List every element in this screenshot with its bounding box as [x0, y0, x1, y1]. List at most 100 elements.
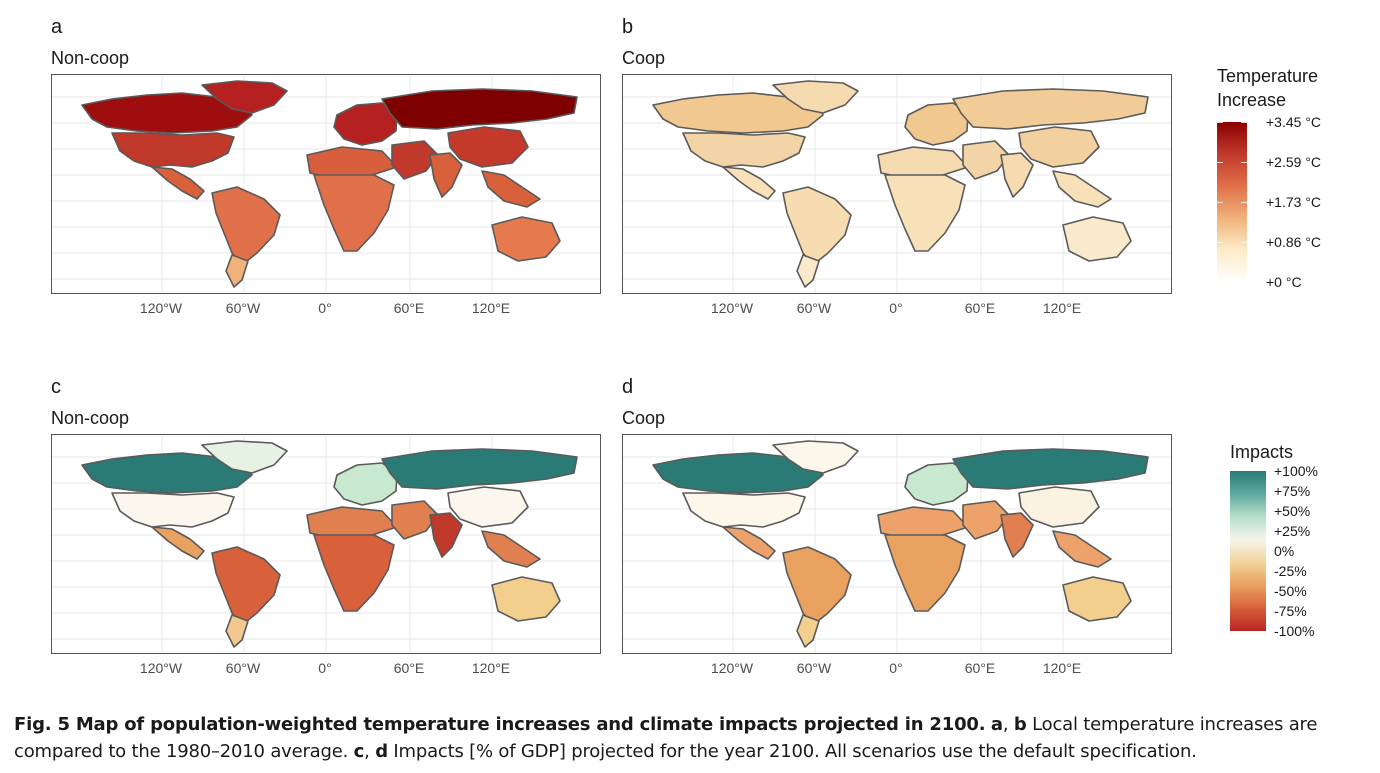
region-n-africa	[306, 146, 398, 180]
x-tick-label: 120°W	[139, 300, 183, 316]
x-tick-label: 120°E	[1042, 300, 1082, 316]
region-china	[447, 486, 529, 528]
region-usa	[111, 492, 235, 528]
region-australia	[1062, 576, 1132, 622]
region-s-cone	[796, 254, 820, 288]
region-russia	[381, 448, 578, 490]
region-canada	[81, 92, 253, 134]
region-russia	[381, 88, 578, 130]
region-africa	[884, 174, 966, 252]
x-tick-label: 60°W	[796, 300, 832, 316]
region-mexico	[722, 166, 776, 200]
figure-caption: Fig. 5 Map of population-weighted temper…	[14, 711, 1374, 765]
legend-tick	[1241, 162, 1247, 163]
region-canada	[652, 92, 824, 134]
legend-label: 0%	[1274, 543, 1295, 559]
legend-label: +0.86 °C	[1266, 234, 1322, 250]
region-india	[1000, 152, 1034, 198]
region-mexico	[722, 526, 776, 560]
region-greenland	[772, 440, 859, 474]
x-tick-label: 120°W	[710, 300, 754, 316]
x-tick-label: 120°W	[710, 660, 754, 676]
region-africa	[313, 534, 395, 612]
x-tick-label: 60°E	[393, 660, 425, 676]
region-se-asia	[481, 170, 541, 208]
x-tick-label: 0°	[889, 300, 903, 316]
region-greenland	[201, 440, 288, 474]
region-india	[429, 152, 463, 198]
x-tick-label: 120°E	[1042, 660, 1082, 676]
legend-label: +50%	[1274, 503, 1311, 519]
region-europe	[333, 462, 398, 506]
region-china	[1018, 486, 1100, 528]
x-tick-label: 120°E	[471, 660, 511, 676]
x-tick-label: 0°	[889, 660, 903, 676]
map-area	[622, 74, 1172, 294]
legend-label: +75%	[1274, 483, 1311, 499]
region-middle-east	[962, 500, 1010, 540]
region-se-asia	[1052, 530, 1112, 568]
region-india	[1000, 512, 1034, 558]
legend-label: +25%	[1274, 523, 1311, 539]
x-tick-label: 60°E	[964, 300, 996, 316]
panel-title: Non-coop	[51, 48, 130, 68]
legend-label: -50%	[1274, 583, 1307, 599]
panel-letter: d	[622, 376, 634, 398]
legend-label: +3.45 °C	[1266, 114, 1322, 130]
legend-title-line2: Increase	[1217, 90, 1287, 110]
map-area	[51, 74, 601, 294]
panel-letter: a	[51, 16, 63, 38]
caption-sep: ,	[364, 741, 376, 762]
caption-ref-c: c	[353, 741, 365, 762]
region-usa	[111, 132, 235, 168]
panel-title: Coop	[622, 48, 666, 68]
panel-title: Coop	[622, 408, 666, 428]
region-n-africa	[877, 146, 969, 180]
legend-tick	[1241, 122, 1247, 123]
region-canada	[652, 452, 824, 494]
legend-label: -25%	[1274, 563, 1307, 579]
legend-tick	[1217, 162, 1223, 163]
x-tick-label: 60°E	[393, 300, 425, 316]
region-europe	[904, 462, 969, 506]
legend-label: +0 °C	[1266, 274, 1302, 290]
region-middle-east	[391, 500, 439, 540]
caption-sep: ,	[1002, 714, 1014, 735]
region-s-cone	[225, 614, 249, 648]
world-map	[623, 435, 1171, 653]
region-south-america	[211, 546, 281, 626]
caption-fig-label: Fig. 5 Map of population-weighted temper…	[14, 714, 986, 735]
legend-tick	[1241, 202, 1247, 203]
region-usa	[682, 132, 806, 168]
region-africa	[313, 174, 395, 252]
region-usa	[682, 492, 806, 528]
legend-tick	[1217, 242, 1223, 243]
caption-text: Local temperature increases are compared…	[14, 714, 1318, 762]
world-map	[623, 75, 1171, 293]
caption-text: Impacts [% of GDP] projected for the yea…	[387, 741, 1197, 762]
x-tick-label: 60°W	[225, 660, 261, 676]
caption-ref-d: d	[375, 741, 388, 762]
region-australia	[491, 576, 561, 622]
region-india	[429, 512, 463, 558]
x-tick-label: 60°W	[225, 300, 261, 316]
region-se-asia	[481, 530, 541, 568]
world-map	[52, 75, 600, 293]
region-south-america	[782, 186, 852, 266]
legend-label: +2.59 °C	[1266, 154, 1322, 170]
region-south-america	[211, 186, 281, 266]
region-greenland	[772, 80, 859, 114]
panel-letter: b	[622, 16, 634, 38]
legend-tick	[1241, 242, 1247, 243]
region-se-asia	[1052, 170, 1112, 208]
region-europe	[333, 102, 398, 146]
region-mexico	[151, 526, 205, 560]
region-australia	[491, 216, 561, 262]
x-tick-label: 60°E	[964, 660, 996, 676]
x-tick-label: 0°	[318, 660, 332, 676]
legend-label: -100%	[1274, 623, 1315, 639]
legend-label: -75%	[1274, 603, 1307, 619]
map-area	[622, 434, 1172, 654]
region-s-cone	[796, 614, 820, 648]
caption-ref-b: b	[1013, 714, 1027, 735]
